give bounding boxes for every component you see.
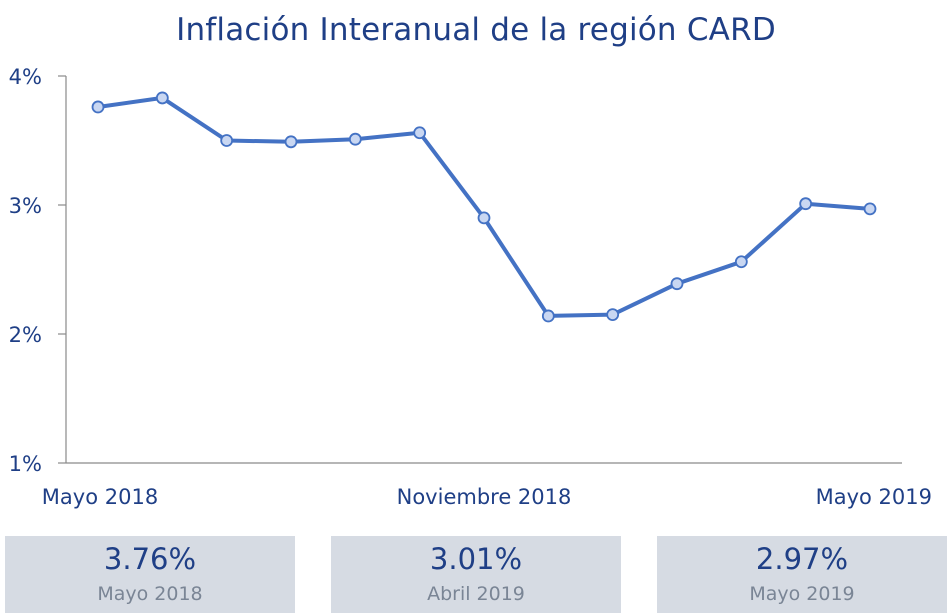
data-point-5 [348, 132, 362, 146]
stat-box-1: 3.76% Mayo 2018 [5, 536, 295, 613]
x-tick-label-1: Mayo 2018 [42, 485, 158, 509]
data-point-6 [413, 126, 427, 140]
data-point-12 [799, 197, 813, 211]
data-point-2 [155, 91, 169, 105]
data-point-4 [284, 135, 298, 149]
stat-label-1: Mayo 2018 [97, 583, 203, 605]
x-tick-label-3: Mayo 2019 [816, 485, 932, 509]
y-tick-label-1: 1% [9, 452, 42, 476]
chart-title: Inflación Interanual de la región CARD [176, 12, 776, 48]
y-tick-label-2: 2% [9, 323, 42, 347]
data-point-9 [606, 308, 620, 322]
data-point-3 [220, 134, 234, 147]
stat-value-3: 2.97% [755, 542, 849, 576]
data-point-11 [734, 255, 748, 269]
stat-value-1: 3.76% [103, 542, 197, 576]
data-point-10 [670, 277, 684, 291]
stat-box-2: 3.01% Abril 2019 [331, 536, 621, 613]
y-tick-label-4: 4% [9, 65, 42, 89]
line-chart: 1% 2% 3% 4% Mayo 2018 Noviembre 2018 Mayo 2019 [9, 65, 932, 509]
series-line [96, 95, 872, 318]
data-point-7 [477, 211, 491, 225]
stat-label-2: Abril 2019 [427, 583, 525, 605]
stat-value-2: 3.01% [429, 542, 523, 576]
x-tick-label-2: Noviembre 2018 [397, 485, 572, 509]
data-point-1 [91, 100, 105, 114]
data-point-8 [541, 309, 555, 323]
stat-label-3: Mayo 2019 [749, 583, 855, 605]
stat-box-3: 2.97% Mayo 2019 [657, 536, 947, 613]
data-point-13 [863, 202, 877, 216]
y-tick-label-3: 3% [9, 194, 42, 218]
